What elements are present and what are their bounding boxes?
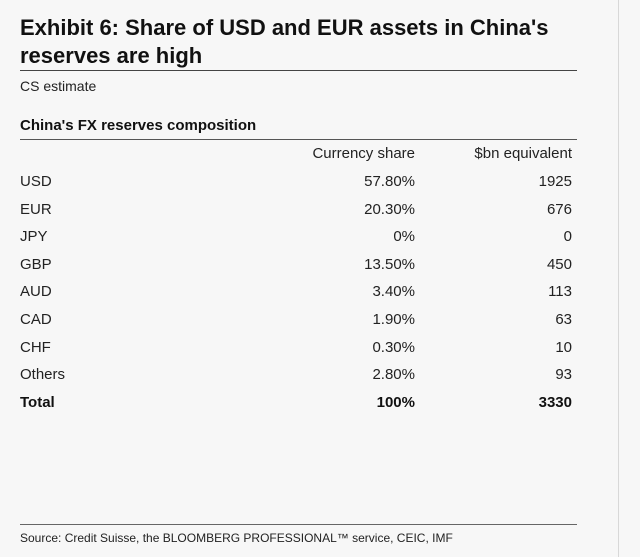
table-row: USD 57.80% 1925: [20, 173, 575, 201]
table-row: GBP 13.50% 450: [20, 256, 575, 284]
row-label: CAD: [20, 311, 52, 328]
total-currency-share: 100%: [376, 393, 415, 411]
table-row: AUD 3.40% 113: [20, 283, 575, 311]
column-header-currency-share: Currency share: [312, 145, 415, 162]
source-note: Source: Credit Suisse, the BLOOMBERG PRO…: [20, 531, 453, 545]
total-bn-equivalent: 3330: [538, 393, 572, 411]
table-row: EUR 20.30% 676: [20, 201, 575, 229]
row-label: USD: [20, 173, 52, 190]
row-currency-share: 2.80%: [372, 366, 415, 384]
row-currency-share: 57.80%: [364, 173, 415, 190]
row-currency-share: 3.40%: [372, 283, 415, 301]
column-header-bn-equivalent: $bn equivalent: [474, 145, 572, 162]
subtitle: CS estimate: [20, 78, 97, 94]
title-line-1: Exhibit 6: Share of USD and EUR assets i…: [20, 15, 549, 40]
table-total-row: Total 100% 3330: [20, 394, 575, 422]
table-heading-rule: [20, 139, 577, 140]
total-label: Total: [20, 393, 55, 411]
row-label: EUR: [20, 200, 52, 218]
table-row: CHF 0.30% 10: [20, 339, 575, 367]
row-label: CHF: [20, 338, 51, 356]
row-label: Others: [20, 366, 66, 384]
table-row: JPY 0% 0: [20, 228, 575, 256]
row-currency-share: 0.30%: [372, 338, 415, 356]
row-bn-equivalent: 10: [555, 338, 572, 356]
title-line-2: reserves are high: [20, 43, 203, 68]
row-bn-equivalent: 0: [563, 228, 572, 246]
row-currency-share: 20.30%: [364, 200, 415, 218]
row-bn-equivalent: 93: [555, 366, 572, 384]
row-bn-equivalent: 113: [548, 283, 572, 301]
card-edge: [618, 0, 619, 557]
title-rule: [20, 70, 577, 71]
table-row: CAD 1.90% 63: [20, 311, 575, 339]
row-currency-share: 1.90%: [372, 311, 415, 328]
footer-rule: [20, 524, 577, 525]
row-label: AUD: [20, 283, 52, 301]
row-label: JPY: [20, 228, 48, 246]
row-currency-share: 13.50%: [364, 255, 415, 273]
row-bn-equivalent: 1925: [538, 173, 572, 190]
row-label: GBP: [20, 255, 52, 273]
row-bn-equivalent: 450: [546, 255, 572, 273]
row-currency-share: 0%: [393, 228, 415, 246]
row-bn-equivalent: 63: [555, 311, 572, 328]
table-row: Others 2.80% 93: [20, 366, 575, 394]
exhibit-title: Exhibit 6: Share of USD and EUR assets i…: [20, 14, 590, 70]
row-bn-equivalent: 676: [546, 200, 572, 218]
table-heading: China's FX reserves composition: [20, 117, 257, 134]
